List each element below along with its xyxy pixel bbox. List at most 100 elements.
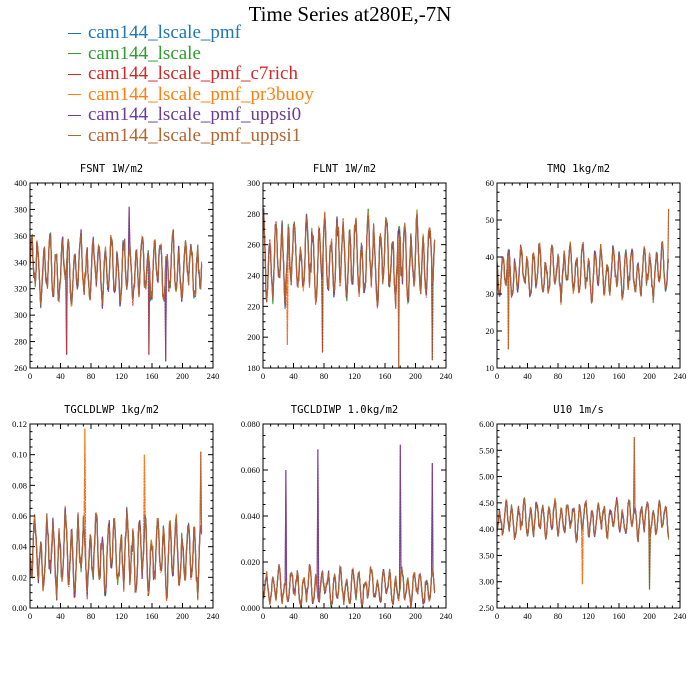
y-tick-label: 3.50	[479, 550, 494, 560]
legend-label: cam144_lscale_pmf	[88, 22, 242, 44]
panel-title: U10 1m/s	[553, 404, 604, 416]
x-tick-label: 40	[523, 611, 532, 621]
series-line	[262, 444, 436, 608]
legend-swatch	[68, 32, 81, 34]
x-tick-label: 240	[674, 371, 687, 381]
legend-label: cam144_lscale	[88, 42, 201, 64]
x-tick-label: 0	[28, 611, 32, 621]
x-tick-label: 240	[207, 611, 220, 621]
y-tick-label: 200	[247, 332, 260, 342]
y-tick-label: 0.040	[241, 511, 260, 521]
y-tick-label: 320	[14, 284, 27, 294]
x-tick-label: 0	[261, 611, 265, 621]
x-tick-label: 80	[320, 611, 329, 621]
y-tick-label: 0.04	[12, 542, 28, 552]
y-tick-label: 380	[14, 204, 27, 214]
y-tick-label: 220	[247, 301, 260, 311]
y-tick-label: 0.020	[241, 557, 260, 567]
x-tick-label: 160	[146, 371, 159, 381]
y-tick-label: 5.00	[479, 472, 494, 482]
y-tick-label: 0.00	[12, 603, 27, 613]
x-tick-label: 200	[409, 371, 422, 381]
x-tick-label: 0	[495, 611, 499, 621]
series-line	[496, 208, 670, 350]
plot-frame	[496, 182, 681, 369]
legend-swatch	[68, 114, 81, 116]
y-tick-label: 0.02	[12, 572, 27, 582]
x-tick-label: 160	[613, 611, 626, 621]
x-tick-label: 40	[523, 371, 532, 381]
y-tick-label: 6.00	[479, 419, 494, 429]
x-tick-label: 80	[554, 611, 563, 621]
y-tick-label: 20	[486, 326, 495, 336]
legend-item: cam144_lscale	[68, 42, 314, 65]
y-tick-label: 240	[247, 271, 260, 281]
y-tick-label: 4.00	[479, 524, 494, 534]
x-tick-label: 40	[289, 371, 298, 381]
y-tick-label: 0.060	[241, 465, 260, 475]
legend-swatch	[68, 135, 81, 137]
legend: cam144_lscale_pmf cam144_lscale cam144_l…	[68, 22, 314, 146]
legend-swatch	[68, 94, 81, 96]
x-tick-label: 240	[440, 611, 453, 621]
legend-item: cam144_lscale_pmf	[68, 22, 314, 44]
y-tick-label: 260	[247, 240, 260, 250]
x-tick-label: 160	[379, 611, 392, 621]
x-tick-label: 120	[115, 371, 128, 381]
x-tick-label: 120	[348, 371, 361, 381]
y-tick-label: 50	[486, 215, 495, 225]
x-tick-label: 120	[115, 611, 128, 621]
legend-label: cam144_lscale_pmf_pr3buoy	[88, 83, 314, 105]
x-tick-label: 120	[348, 611, 361, 621]
x-tick-label: 120	[582, 611, 595, 621]
x-tick-label: 200	[176, 371, 189, 381]
x-tick-label: 0	[495, 371, 499, 381]
y-tick-label: 280	[247, 209, 260, 219]
x-tick-label: 80	[554, 371, 563, 381]
x-tick-label: 80	[320, 371, 329, 381]
x-tick-label: 200	[409, 611, 422, 621]
x-tick-label: 0	[28, 371, 32, 381]
y-tick-label: 0.080	[241, 419, 260, 429]
y-tick-label: 180	[247, 363, 260, 373]
y-tick-label: 0.08	[12, 480, 27, 490]
x-tick-label: 80	[87, 611, 96, 621]
y-tick-label: 5.50	[479, 445, 494, 455]
y-tick-label: 280	[14, 337, 27, 347]
series-line	[262, 211, 436, 369]
y-tick-label: 30	[486, 289, 495, 299]
x-tick-label: 80	[87, 371, 96, 381]
y-tick-label: 2.50	[479, 603, 494, 613]
y-tick-label: 0.10	[12, 450, 27, 460]
y-tick-label: 40	[486, 252, 495, 262]
y-tick-label: 300	[247, 178, 260, 188]
legend-swatch	[68, 53, 81, 55]
legend-swatch	[68, 73, 81, 75]
panel-title: TGCLDLWP 1kg/m2	[64, 404, 159, 416]
x-tick-label: 160	[146, 611, 159, 621]
y-tick-label: 60	[486, 178, 495, 188]
y-tick-label: 340	[14, 257, 27, 267]
y-tick-label: 10	[486, 363, 495, 373]
panel-title: FLNT 1W/m2	[313, 163, 376, 175]
x-tick-label: 240	[440, 371, 453, 381]
legend-item: cam144_lscale_pmf_pr3buoy	[68, 83, 314, 106]
x-tick-label: 240	[207, 371, 220, 381]
y-tick-label: 360	[14, 231, 27, 241]
legend-label: cam144_lscale_pmf_uppsi0	[88, 104, 302, 126]
y-tick-label: 4.50	[479, 498, 494, 508]
x-tick-label: 240	[674, 611, 687, 621]
panel-title: TMQ 1kg/m2	[547, 163, 610, 175]
x-tick-label: 40	[289, 611, 298, 621]
series-line	[496, 437, 670, 542]
y-tick-label: 400	[14, 178, 27, 188]
legend-label: cam144_lscale_pmf_uppsi1	[88, 124, 302, 146]
y-tick-label: 0.12	[12, 419, 27, 429]
series-line	[29, 231, 203, 306]
panel-title: TGCLDIWP 1.0kg/m2	[291, 404, 398, 416]
x-tick-label: 40	[56, 371, 65, 381]
x-tick-label: 200	[643, 611, 656, 621]
legend-item: cam144_lscale_pmf_uppsi0	[68, 104, 314, 126]
series-line	[262, 564, 436, 609]
